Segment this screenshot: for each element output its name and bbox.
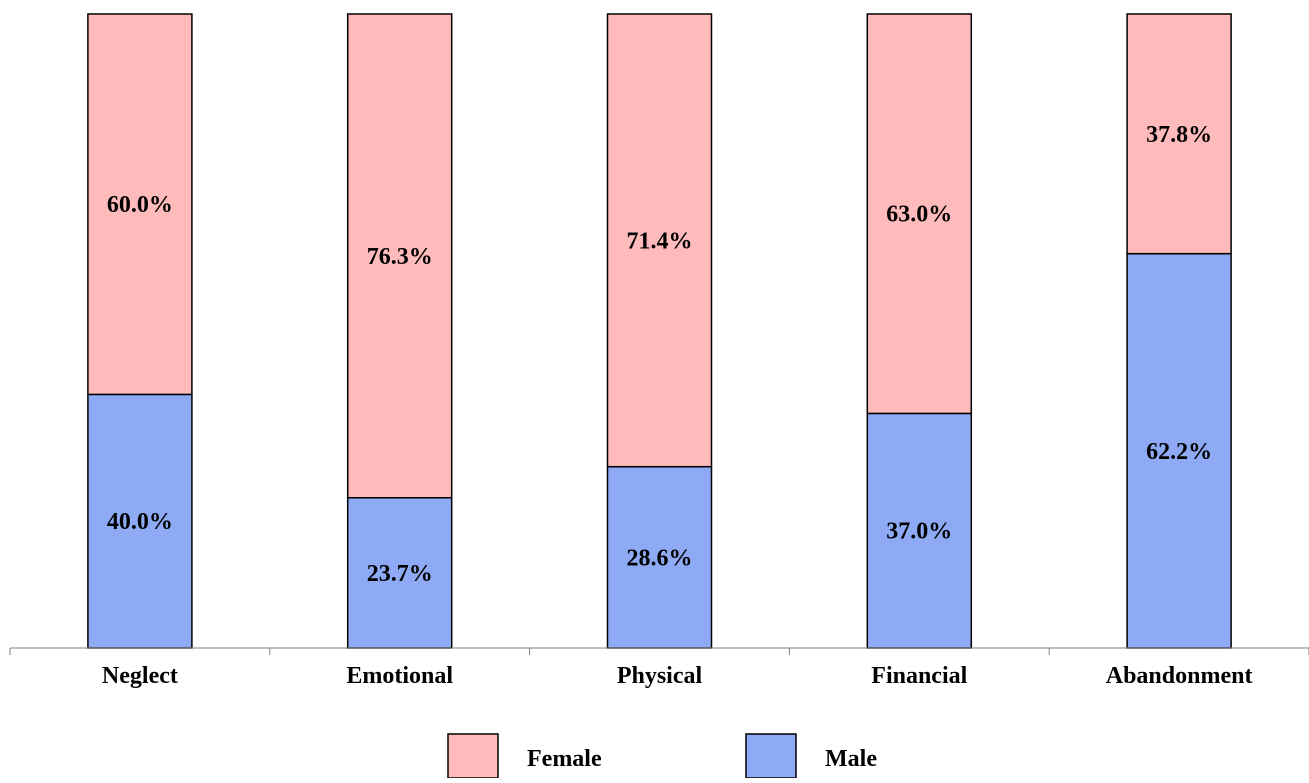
bar-male-physical [606,465,713,649]
data-label-female-abandonment: 37.8% [1146,122,1212,148]
legend-label-male: Male [825,746,877,772]
data-label-male-abandonment: 62.2% [1146,439,1212,465]
bar-female-physical [606,13,713,468]
x-axis-ticks [9,648,1309,655]
legend-swatch-male [745,733,797,779]
category-labels: Neglect Emotional Physical Financial Abandon… [102,663,1253,689]
bar-female-financial [866,13,973,415]
category-label-neglect: Neglect [102,663,178,689]
bar-female-emotional [346,13,453,499]
legend: Female Male [447,733,877,779]
category-label-abandonment: Abandonment [1106,663,1253,689]
legend-label-female: Female [527,746,602,772]
data-label-male-emotional: 23.7% [367,561,433,587]
bar-male-neglect [87,393,193,649]
data-label-female-emotional: 76.3% [367,244,433,270]
category-label-financial: Financial [871,663,967,689]
bar-female-neglect [87,13,193,396]
bars-layer: 40.0% 60.0% 23.7% 76.3% 28.6% 71.4% 37.0% 63.0%… [87,13,1232,649]
data-label-male-neglect: 40.0% [107,509,173,535]
legend-swatch-female [447,733,499,779]
data-label-female-neglect: 60.0% [107,192,173,218]
category-label-physical: Physical [617,663,703,689]
data-label-female-financial: 63.0% [886,202,952,228]
category-label-emotional: Emotional [346,663,453,689]
data-label-female-physical: 71.4% [627,228,693,254]
data-label-male-financial: 37.0% [886,519,952,545]
data-label-male-physical: 28.6% [627,545,693,571]
bar-female-abandonment [1126,13,1232,255]
